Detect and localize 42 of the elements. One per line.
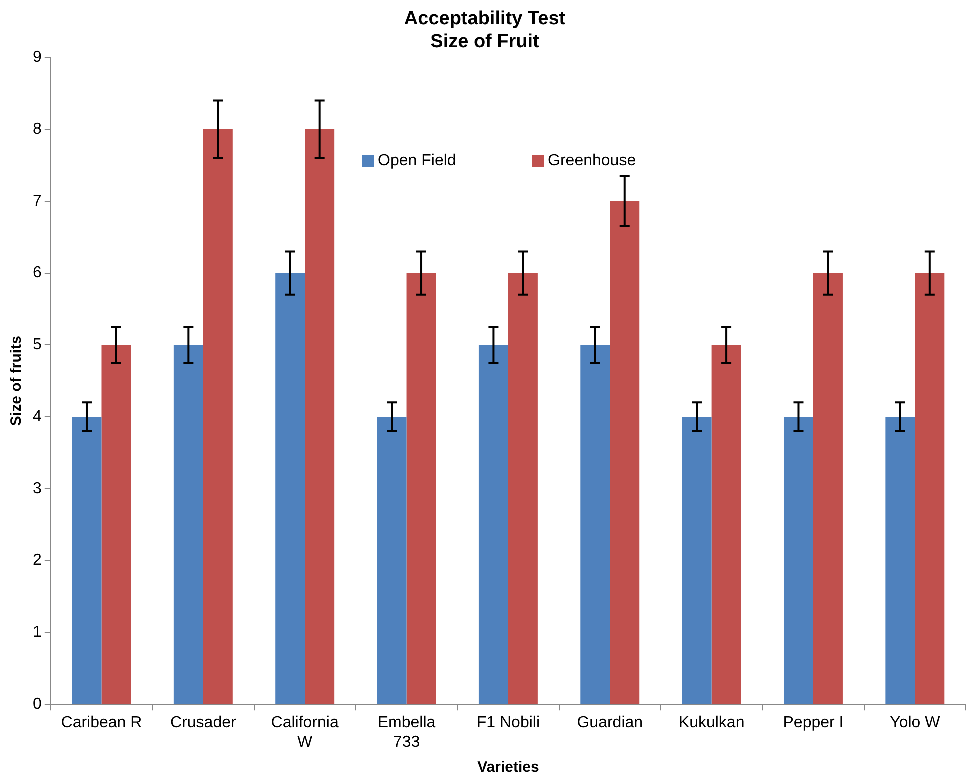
bar — [610, 201, 640, 704]
bar — [406, 273, 436, 704]
bar — [682, 417, 712, 704]
y-tick-label: 3 — [32, 480, 42, 498]
y-tick-label: 9 — [32, 49, 42, 66]
bar — [377, 417, 407, 704]
x-tick-label: Pepper I — [783, 714, 844, 732]
bar — [174, 345, 204, 704]
x-tick-label: Embella 733 — [378, 714, 436, 751]
bar — [712, 345, 742, 704]
bar — [508, 273, 538, 704]
legend-label: Greenhouse — [548, 152, 636, 170]
bar — [305, 129, 335, 704]
x-tick-label: Caribean R — [61, 714, 142, 732]
y-axis-title: Size of fruits — [8, 336, 26, 426]
bar — [580, 345, 610, 704]
y-tick-label: 1 — [32, 624, 42, 642]
y-tick-label: 7 — [32, 192, 42, 210]
bar — [784, 417, 814, 704]
bar — [886, 417, 916, 704]
x-tick-label: Yolo W — [890, 714, 942, 732]
chart-title: Acceptability Test Size of Fruit — [404, 8, 566, 52]
y-tick-label: 0 — [32, 696, 42, 714]
bar — [102, 345, 132, 704]
x-tick-label: Guardian — [577, 714, 644, 732]
y-tick-label: 6 — [32, 264, 42, 282]
x-axis-title: Varieties — [478, 759, 540, 776]
bar — [915, 273, 945, 704]
x-tick-label: Crusader — [170, 714, 237, 732]
bar — [72, 417, 102, 704]
x-tick-label: Kukulkan — [678, 714, 745, 732]
y-tick-label: 4 — [32, 408, 42, 426]
x-tick-label: F1 Nobili — [476, 714, 540, 732]
bar — [276, 273, 306, 704]
y-tick-label: 5 — [32, 336, 42, 354]
bar — [203, 129, 233, 704]
x-tick-label: California W — [271, 714, 339, 751]
y-tick-label: 8 — [32, 120, 42, 138]
bar — [478, 345, 508, 704]
y-tick-label: 2 — [32, 552, 42, 570]
bar — [813, 273, 843, 704]
legend-label: Open Field — [378, 152, 456, 170]
